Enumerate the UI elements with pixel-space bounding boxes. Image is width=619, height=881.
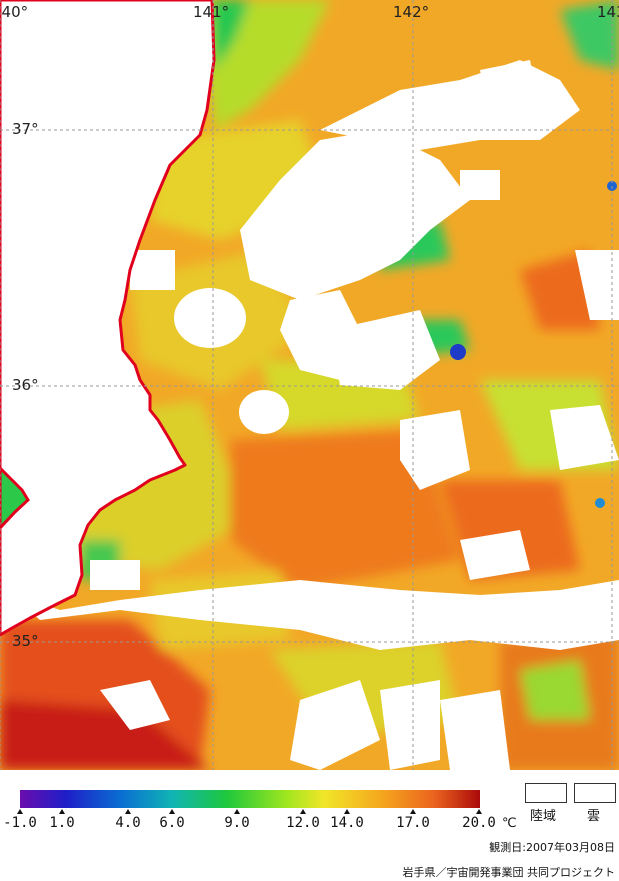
land-key-box — [525, 783, 567, 803]
tick-mark — [17, 809, 23, 814]
land-area — [0, 0, 216, 637]
sea-surface-temperature-map: 140° 141° 142° 143° 37° 36° 35° — [0, 0, 619, 770]
tick-label-1: 1.0 — [49, 815, 75, 831]
graticule — [0, 0, 619, 770]
observation-date: 観測日:2007年03月08日 — [489, 841, 615, 854]
tick-label-17: 17.0 — [396, 815, 430, 831]
land-key-label: 陸域 — [530, 809, 557, 824]
tick-mark — [234, 809, 240, 814]
tick-label-9: 9.0 — [224, 815, 250, 831]
lat-label-36: 36° — [12, 376, 39, 394]
tick-mark — [476, 809, 482, 814]
lat-label-37: 37° — [12, 120, 39, 138]
lon-label-142: 142° — [393, 3, 429, 21]
tick-mark — [410, 809, 416, 814]
tick-mark — [300, 809, 306, 814]
unit-label: ℃ — [502, 816, 517, 831]
lat-label-35: 35° — [12, 632, 39, 650]
lon-label-143: 143° — [597, 3, 619, 21]
tick-mark — [169, 809, 175, 814]
tick-mark — [59, 809, 65, 814]
island — [0, 465, 30, 531]
credit-text: 岩手県／宇宙開発事業団 共同プロジェクト — [402, 866, 616, 879]
tick-label-6: 6.0 — [159, 815, 185, 831]
lon-label-141: 141° — [193, 3, 229, 21]
tick-label-12: 12.0 — [286, 815, 320, 831]
cloud-key-box — [574, 783, 616, 803]
lon-label-140: 140° — [0, 3, 28, 21]
tick-label-14: 14.0 — [330, 815, 364, 831]
tick-mark — [125, 809, 131, 814]
cloud-key-label: 雲 — [587, 809, 601, 824]
tick-label-4: 4.0 — [115, 815, 141, 831]
cloud-masks — [0, 60, 619, 770]
tick-label-20: 20.0 — [462, 815, 496, 831]
tick-label-minus-1: -1.0 — [3, 815, 37, 831]
tick-marks — [17, 809, 482, 814]
tick-mark — [344, 809, 350, 814]
legend: -1.0 1.0 4.0 6.0 9.0 12.0 14.0 17.0 20.0… — [0, 770, 619, 881]
color-scale-bar — [17, 790, 482, 814]
